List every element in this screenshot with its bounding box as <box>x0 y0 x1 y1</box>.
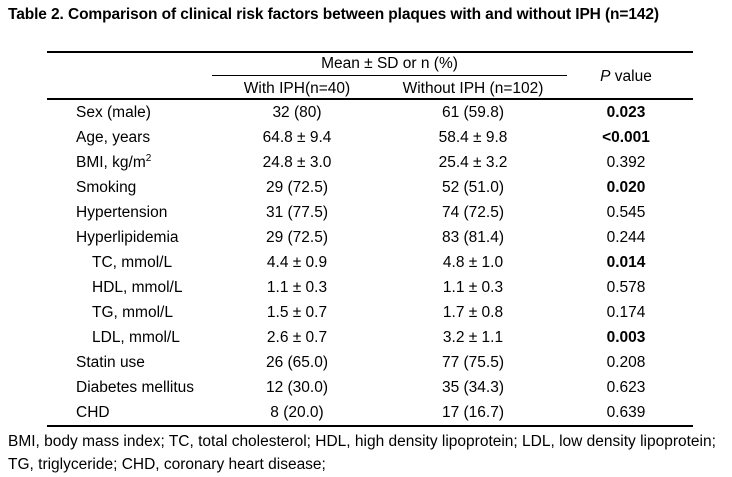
row-label: Hyperlipidemia <box>76 229 179 246</box>
with-iph-value: 29 (72.5) <box>265 229 329 246</box>
table-row: Age, years 64.8 ± 9.4 58.4 ± 9.8 <0.001 <box>47 125 693 150</box>
p-rest: value <box>610 67 652 85</box>
table-row: Diabetes mellitus 12 (30.0) 35 (34.3) 0.… <box>47 375 693 400</box>
table-footnote: BMI, body mass index; TC, total choleste… <box>8 433 716 473</box>
without-iph-value: 58.4 ± 9.8 <box>438 129 508 146</box>
spanner-header: Mean ± SD or n (%) <box>212 53 567 76</box>
table-body: Sex (male) 32 (80) 61 (59.8) 0.023 Age, … <box>47 100 693 427</box>
with-iph-value: 12 (30.0) <box>265 379 329 396</box>
p-value: 0.023 <box>606 104 646 121</box>
without-iph-value: 74 (72.5) <box>441 204 505 221</box>
without-iph-value: 83 (81.4) <box>441 229 505 246</box>
empty-header-cell <box>47 77 207 100</box>
without-iph-value: 3.2 ± 1.1 <box>442 329 504 346</box>
table-row: Sex (male) 32 (80) 61 (59.8) 0.023 <box>47 100 693 125</box>
col-header-with-iph: With IPH(n=40) <box>243 80 351 97</box>
table-row: HDL, mmol/L 1.1 ± 0.3 1.1 ± 0.3 0.578 <box>47 275 693 300</box>
p-value-header: P value <box>559 53 693 100</box>
without-iph-value: 61 (59.8) <box>441 104 505 121</box>
row-label: TG, mmol/L <box>92 304 173 321</box>
without-iph-value: 77 (75.5) <box>441 354 505 371</box>
p-value: 0.623 <box>606 379 646 396</box>
row-label: Diabetes mellitus <box>76 379 195 396</box>
row-label: Smoking <box>76 179 137 196</box>
table-row: BMI, kg/m2 24.8 ± 3.0 25.4 ± 3.2 0.392 <box>47 150 693 175</box>
p-value: 0.020 <box>606 179 646 196</box>
clinical-risk-table: Mean ± SD or n (%) With IPH(n=40) Withou… <box>47 51 693 427</box>
row-label: HDL, mmol/L <box>92 279 183 296</box>
with-iph-value: 29 (72.5) <box>265 179 329 196</box>
table-caption: Table 2. Comparison of clinical risk fac… <box>8 6 659 23</box>
table-row: Statin use 26 (65.0) 77 (75.5) 0.208 <box>47 350 693 375</box>
row-label: Hypertension <box>76 204 168 221</box>
table-row: CHD 8 (20.0) 17 (16.7) 0.639 <box>47 400 693 425</box>
table-row: TG, mmol/L 1.5 ± 0.7 1.7 ± 0.8 0.174 <box>47 300 693 325</box>
row-label: BMI, kg/m2 <box>76 152 152 171</box>
row-label: TC, mmol/L <box>92 254 173 271</box>
p-value: 0.003 <box>606 329 646 346</box>
without-iph-value: 17 (16.7) <box>441 404 505 421</box>
without-iph-value: 1.1 ± 0.3 <box>442 279 504 296</box>
with-iph-value: 26 (65.0) <box>265 354 329 371</box>
with-iph-value: 31 (77.5) <box>265 204 329 221</box>
with-iph-value: 1.1 ± 0.3 <box>266 279 328 296</box>
row-label: LDL, mmol/L <box>92 329 180 346</box>
p-value: <0.001 <box>602 129 650 146</box>
col-header-without-iph: Without IPH (n=102) <box>402 80 544 97</box>
table-header: Mean ± SD or n (%) With IPH(n=40) Withou… <box>47 53 693 100</box>
table-row: LDL, mmol/L 2.6 ± 0.7 3.2 ± 1.1 0.003 <box>47 325 693 350</box>
without-iph-value: 52 (51.0) <box>441 179 505 196</box>
with-iph-value: 2.6 ± 0.7 <box>266 329 328 346</box>
with-iph-value: 32 (80) <box>272 104 322 121</box>
p-value: 0.208 <box>606 354 646 371</box>
table-row: TC, mmol/L 4.4 ± 0.9 4.8 ± 1.0 0.014 <box>47 250 693 275</box>
without-iph-value: 25.4 ± 3.2 <box>438 154 508 171</box>
table-row: Hyperlipidemia 29 (72.5) 83 (81.4) 0.244 <box>47 225 693 250</box>
p-value: 0.392 <box>606 154 646 171</box>
with-iph-value: 8 (20.0) <box>270 404 324 421</box>
with-iph-value: 64.8 ± 9.4 <box>262 129 332 146</box>
p-italic: P <box>600 67 611 85</box>
p-value: 0.014 <box>606 254 646 271</box>
table-row: Hypertension 31 (77.5) 74 (72.5) 0.545 <box>47 200 693 225</box>
subheader-row: With IPH(n=40) Without IPH (n=102) <box>47 77 693 100</box>
p-value: 0.545 <box>606 204 646 221</box>
without-iph-value: 1.7 ± 0.8 <box>442 304 504 321</box>
row-label: CHD <box>76 404 110 421</box>
p-value: 0.174 <box>606 304 646 321</box>
row-label: Sex (male) <box>76 104 151 121</box>
with-iph-value: 1.5 ± 0.7 <box>266 304 328 321</box>
p-value: 0.639 <box>606 404 646 421</box>
without-iph-value: 4.8 ± 1.0 <box>442 254 504 271</box>
table-row: Smoking 29 (72.5) 52 (51.0) 0.020 <box>47 175 693 200</box>
with-iph-value: 4.4 ± 0.9 <box>266 254 328 271</box>
row-label: Age, years <box>76 129 151 146</box>
with-iph-value: 24.8 ± 3.0 <box>262 154 332 171</box>
without-iph-value: 35 (34.3) <box>441 379 505 396</box>
superscript: 2 <box>145 152 152 164</box>
row-label: Statin use <box>76 354 145 371</box>
p-value: 0.578 <box>606 279 646 296</box>
p-value: 0.244 <box>606 229 646 246</box>
